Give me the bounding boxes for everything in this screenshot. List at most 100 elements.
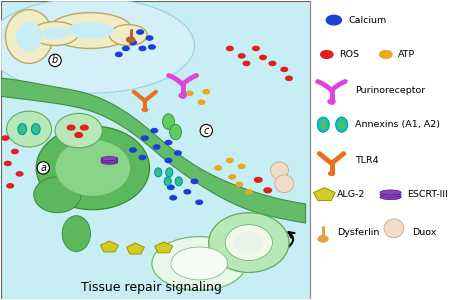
Ellipse shape [165,168,173,177]
Text: Purinoreceptor: Purinoreceptor [355,86,425,95]
Circle shape [380,51,392,58]
Ellipse shape [55,140,131,196]
Circle shape [81,125,88,130]
Ellipse shape [380,190,401,195]
Circle shape [227,158,233,163]
Ellipse shape [31,22,79,46]
Circle shape [149,45,155,49]
Ellipse shape [31,124,40,135]
Circle shape [184,190,191,194]
Circle shape [238,164,245,169]
Circle shape [318,236,328,242]
Text: Calcium: Calcium [348,16,386,25]
Polygon shape [100,241,118,252]
Ellipse shape [320,120,327,130]
Circle shape [154,145,160,149]
Circle shape [191,179,198,183]
Circle shape [255,178,262,182]
Circle shape [146,36,153,40]
Ellipse shape [101,158,118,162]
Text: ESCRT-III: ESCRT-III [407,190,448,199]
Ellipse shape [67,22,114,39]
Ellipse shape [109,25,147,46]
Circle shape [123,46,129,51]
Circle shape [130,148,137,152]
Circle shape [326,15,341,25]
Ellipse shape [16,22,42,52]
Text: ATP: ATP [398,50,415,59]
Circle shape [186,91,193,95]
Circle shape [203,90,210,94]
Circle shape [269,61,276,65]
Ellipse shape [338,120,345,130]
Ellipse shape [164,177,171,186]
Circle shape [127,37,135,42]
Circle shape [174,151,181,155]
Ellipse shape [175,177,182,186]
Ellipse shape [34,125,38,133]
Circle shape [130,40,137,45]
Ellipse shape [7,111,52,147]
Text: Dysferlin: Dysferlin [337,228,380,237]
Circle shape [11,149,18,154]
Circle shape [151,128,157,133]
Circle shape [227,46,233,51]
Circle shape [320,51,333,58]
Ellipse shape [152,237,246,290]
Text: ALG-2: ALG-2 [337,190,365,199]
Circle shape [4,161,11,166]
Circle shape [238,54,245,58]
Circle shape [7,184,13,188]
Circle shape [167,185,174,189]
Text: b: b [52,56,58,65]
Ellipse shape [101,157,118,160]
Ellipse shape [384,219,404,238]
Circle shape [286,76,292,80]
Ellipse shape [62,216,91,251]
Circle shape [170,196,176,200]
Ellipse shape [380,195,401,200]
Circle shape [281,67,288,71]
Circle shape [328,172,335,176]
Text: TLR4: TLR4 [355,156,379,165]
Text: c: c [204,126,209,136]
Ellipse shape [271,162,289,179]
Ellipse shape [167,169,171,175]
Ellipse shape [5,10,53,63]
FancyBboxPatch shape [310,1,474,299]
Ellipse shape [275,175,294,193]
Polygon shape [127,243,145,254]
Text: a: a [40,163,46,173]
Ellipse shape [336,117,348,132]
Ellipse shape [18,124,27,135]
Circle shape [198,100,205,104]
Text: Tissue repair signaling: Tissue repair signaling [82,281,222,294]
Circle shape [215,166,221,170]
Circle shape [67,125,75,130]
Ellipse shape [225,225,273,260]
Circle shape [142,136,148,140]
Circle shape [165,140,172,145]
Ellipse shape [317,117,329,132]
Circle shape [253,46,259,51]
Ellipse shape [42,28,68,40]
Text: ROS: ROS [339,50,359,59]
Ellipse shape [55,113,102,148]
Circle shape [2,136,9,140]
Ellipse shape [101,160,118,164]
Ellipse shape [163,114,174,129]
Circle shape [264,188,272,193]
Circle shape [196,200,202,204]
Circle shape [260,55,266,59]
Circle shape [142,108,147,112]
Ellipse shape [36,126,150,210]
Circle shape [236,182,243,186]
Ellipse shape [48,13,133,49]
Text: Duox: Duox [412,228,436,237]
Ellipse shape [20,125,25,133]
Circle shape [116,52,122,56]
Ellipse shape [171,247,228,280]
Ellipse shape [166,178,170,184]
Polygon shape [314,188,335,201]
Ellipse shape [209,213,289,272]
